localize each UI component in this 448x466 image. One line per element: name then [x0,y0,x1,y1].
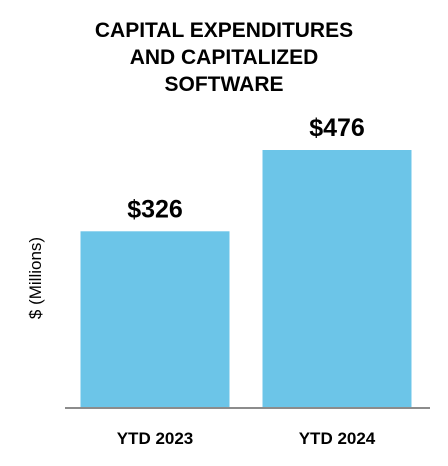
y-axis-label: $ (Millions) [26,237,45,319]
x-tick-labels: YTD 2023 YTD 2024 [117,429,376,448]
chart-title-line-2: AND CAPITALIZED [130,46,319,69]
data-label-ytd-2024: $476 [309,114,365,142]
bars [80,150,412,408]
x-tick-label-ytd-2024: YTD 2024 [299,429,376,448]
chart-title-line-1: CAPITAL EXPENDITURES [95,19,353,42]
chart-title-line-3: SOFTWARE [165,73,284,96]
bar-ytd-2023 [80,231,230,408]
data-labels: $326 $476 [127,114,365,223]
bar-ytd-2024 [262,150,412,408]
chart-title: CAPITAL EXPENDITURES AND CAPITALIZED SOF… [95,19,353,96]
x-tick-label-ytd-2023: YTD 2023 [117,429,194,448]
data-label-ytd-2023: $326 [127,195,183,223]
